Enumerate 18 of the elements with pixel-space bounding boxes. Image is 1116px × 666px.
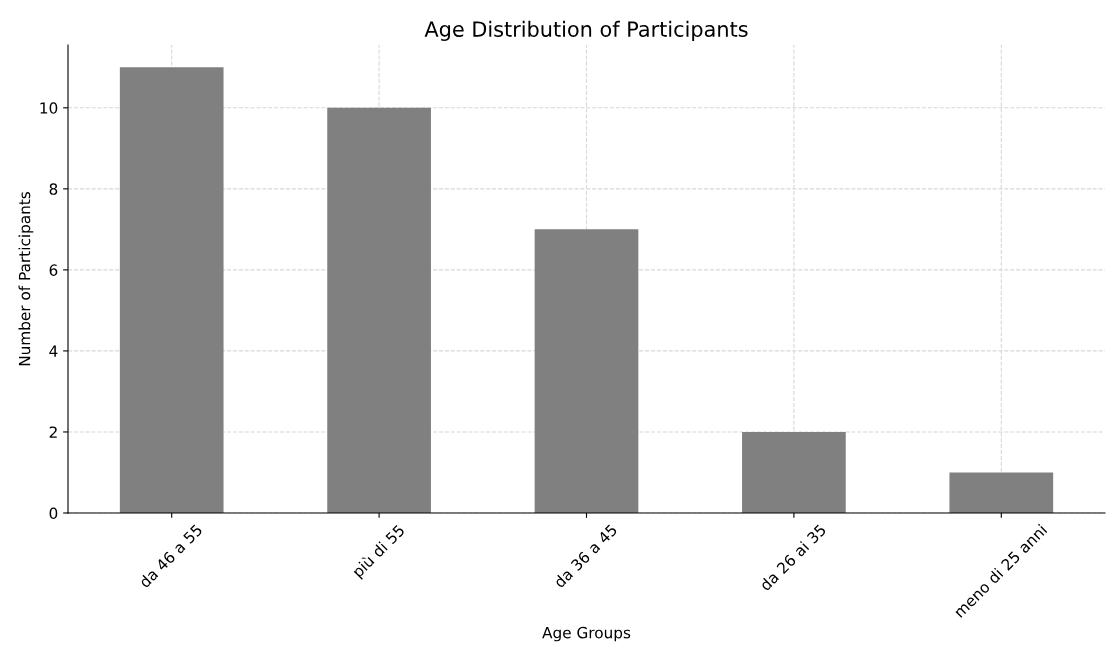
chart-title: Age Distribution of Participants (424, 20, 748, 41)
x-tick-label: da 26 ai 35 (758, 523, 827, 592)
y-tick-label: 0 (49, 507, 58, 520)
y-tick-label: 8 (49, 183, 58, 195)
x-tick-label: da 36 a 45 (552, 523, 618, 589)
bar (534, 229, 639, 513)
y-tick-label: 4 (49, 345, 58, 357)
x-axis-title: Age Groups (542, 626, 631, 642)
bar (119, 67, 224, 513)
y-tick-label: 6 (49, 264, 58, 276)
y-axis-title: Number of Participants (18, 191, 34, 366)
y-tick-label: 10 (40, 102, 58, 114)
y-tick-label: 2 (49, 426, 57, 438)
x-tick-label: più di 55 (351, 523, 408, 580)
bar (949, 472, 1054, 513)
bar (327, 107, 431, 513)
bar (742, 431, 846, 513)
x-tick-label: da 46 a 55 (138, 523, 203, 589)
